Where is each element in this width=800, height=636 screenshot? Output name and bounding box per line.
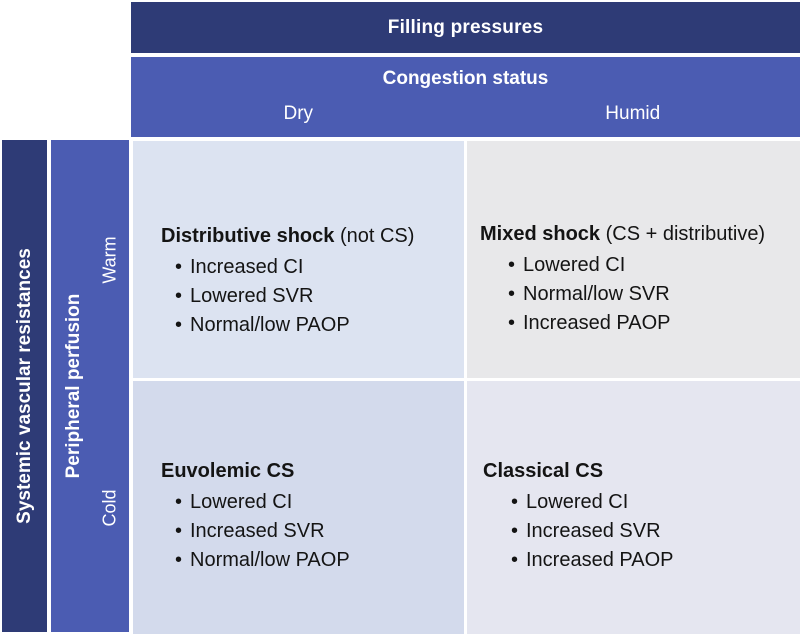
column-label-dry: Dry bbox=[283, 103, 314, 124]
bullet-item: • Increased SVR bbox=[511, 517, 796, 546]
bullet-item: • Increased PAOP bbox=[511, 546, 796, 575]
bullet-text: Normal/low PAOP bbox=[190, 549, 350, 571]
peripheral-perfusion-bar: Peripheral perfusion Warm Cold bbox=[51, 140, 129, 632]
bullet-text: Increased PAOP bbox=[523, 312, 671, 334]
bullet-dot-icon: • bbox=[508, 254, 516, 276]
bullet-text: Lowered CI bbox=[526, 491, 629, 513]
filling-pressures-header-bar: Filling pressures bbox=[131, 2, 800, 53]
row-label-warm: Warm bbox=[99, 236, 120, 284]
row-label-cold: Cold bbox=[99, 489, 120, 527]
bullet-dot-icon: • bbox=[511, 520, 519, 542]
quadrant-title-bold: Distributive shock bbox=[161, 225, 335, 247]
quadrant-cold-dry: Euvolemic CS • Lowered CI • Increased SVR … bbox=[133, 381, 464, 634]
peripheral-perfusion-label: Peripheral perfusion bbox=[63, 293, 84, 479]
quadrant-cold-humid: Classical CS • Lowered CI • Increased SVR … bbox=[467, 381, 800, 634]
quadrant-title-rest: (not CS) bbox=[334, 225, 415, 247]
bullet-text: Lowered SVR bbox=[190, 285, 314, 307]
quadrant-warm-humid: Mixed shock (CS + distributive) • Lowered… bbox=[467, 141, 800, 378]
systemic-vascular-resistances-label: Systemic vascular resistances bbox=[13, 248, 35, 524]
quadrant-title: Euvolemic CS bbox=[161, 458, 456, 484]
quadrant-title: Distributive shock (not CS) bbox=[161, 223, 456, 249]
bullet-dot-icon: • bbox=[175, 256, 183, 278]
quadrant-bullet-list: • Lowered CI • Increased SVR • Increased PA… bbox=[511, 488, 796, 575]
systemic-vascular-resistances-bar: Systemic vascular resistances bbox=[2, 140, 47, 632]
bullet-text: Normal/low PAOP bbox=[190, 314, 350, 336]
bullet-dot-icon: • bbox=[508, 312, 516, 334]
bullet-item: • Normal/low PAOP bbox=[175, 546, 456, 575]
bullet-text: Increased SVR bbox=[190, 520, 325, 542]
bullet-item: • Lowered CI bbox=[508, 251, 796, 280]
filling-pressures-title: Filling pressures bbox=[387, 16, 544, 38]
bullet-text: Increased SVR bbox=[526, 520, 661, 542]
congestion-status-title: Congestion status bbox=[382, 68, 549, 89]
quadrant-title-bold: Euvolemic CS bbox=[161, 460, 295, 482]
bullet-text: Normal/low SVR bbox=[523, 283, 670, 305]
bullet-text: Increased PAOP bbox=[526, 549, 674, 571]
bullet-text: Lowered CI bbox=[190, 491, 293, 513]
congestion-status-header-bar: Congestion status Dry Humid bbox=[131, 57, 800, 137]
bullet-dot-icon: • bbox=[511, 491, 519, 513]
bullet-dot-icon: • bbox=[175, 520, 183, 542]
bullet-item: • Lowered CI bbox=[175, 488, 456, 517]
quadrant-warm-dry: Distributive shock (not CS) • Increased C… bbox=[133, 141, 464, 378]
quadrant-title-bold: Classical CS bbox=[483, 460, 604, 482]
bullet-item: • Normal/low PAOP bbox=[175, 311, 456, 340]
bullet-text: Lowered CI bbox=[523, 254, 626, 276]
bullet-item: • Increased PAOP bbox=[508, 309, 796, 338]
column-label-humid: Humid bbox=[605, 103, 661, 124]
bullet-dot-icon: • bbox=[175, 314, 183, 336]
bullet-dot-icon: • bbox=[175, 491, 183, 513]
quadrant-title: Classical CS bbox=[483, 458, 796, 484]
bullet-item: • Lowered SVR bbox=[175, 282, 456, 311]
bullet-item: • Increased CI bbox=[175, 253, 456, 282]
bullet-dot-icon: • bbox=[508, 283, 516, 305]
quadrant-bullet-list: • Lowered CI • Increased SVR • Normal/low P… bbox=[175, 488, 456, 575]
bullet-item: • Lowered CI bbox=[511, 488, 796, 517]
quadrant-title-rest: (CS + distributive) bbox=[600, 223, 766, 245]
bullet-dot-icon: • bbox=[175, 549, 183, 571]
bullet-dot-icon: • bbox=[175, 285, 183, 307]
bullet-dot-icon: • bbox=[511, 549, 519, 571]
bullet-text: Increased CI bbox=[190, 256, 304, 278]
quadrant-bullet-list: • Lowered CI • Normal/low SVR • Increased P… bbox=[508, 251, 796, 338]
quadrant-title: Mixed shock (CS + distributive) bbox=[480, 221, 796, 247]
quadrant-title-bold: Mixed shock bbox=[480, 223, 601, 245]
quadrant-bullet-list: • Increased CI • Lowered SVR • Normal/low P… bbox=[175, 253, 456, 340]
bullet-item: • Increased SVR bbox=[175, 517, 456, 546]
column-labels-row: Dry Humid bbox=[131, 101, 800, 126]
bullet-item: • Normal/low SVR bbox=[508, 280, 796, 309]
